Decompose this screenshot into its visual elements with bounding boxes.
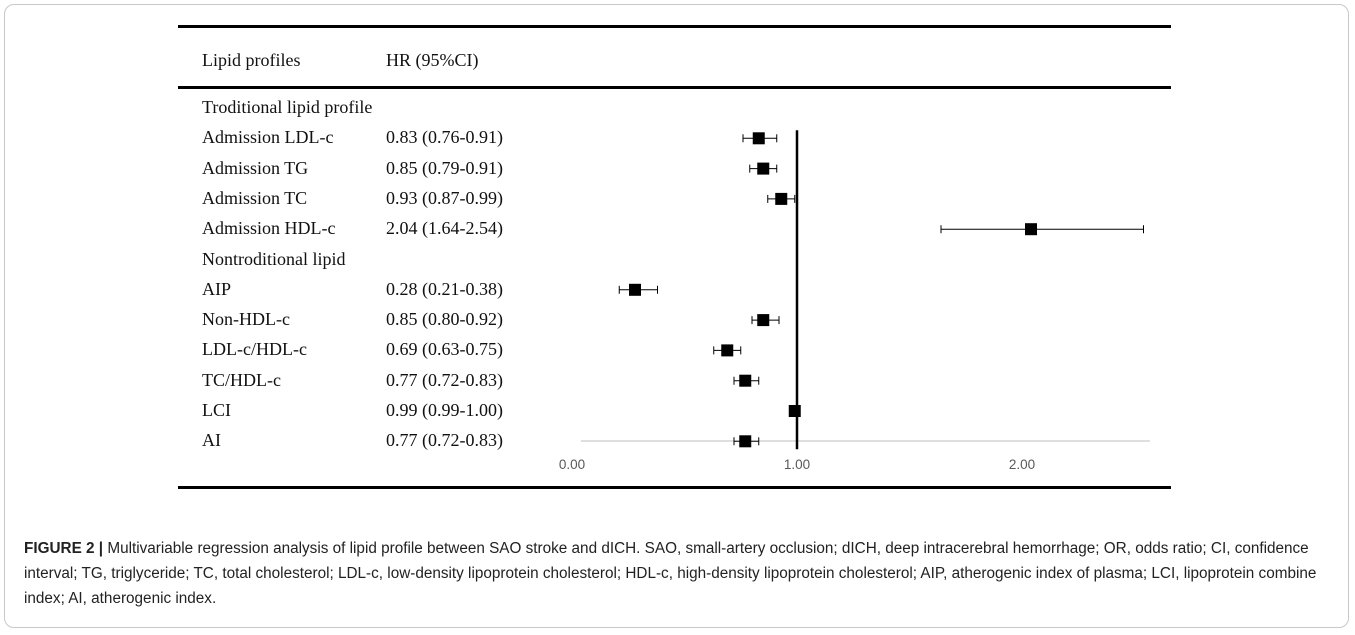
- forest-plot: 0.00 1.00 2.00: [559, 130, 1150, 472]
- hr-point: [629, 283, 641, 296]
- row-hr-value: 0.85 (0.79-0.91): [386, 157, 503, 178]
- hr-point: [757, 162, 770, 175]
- top-rule: [178, 25, 1171, 28]
- row-label: Troditional lipid profile: [202, 97, 373, 117]
- row-hr-value: 0.85 (0.80-0.92): [386, 309, 503, 330]
- hr-point: [752, 132, 765, 145]
- row-label: AIP: [202, 278, 232, 299]
- x-tick-label: 2.00: [1009, 457, 1035, 472]
- row-label: Nontroditional lipid: [202, 248, 346, 269]
- row-hr-value: 0.83 (0.76-0.91): [386, 127, 503, 148]
- x-tick-label: 1.00: [784, 457, 810, 472]
- header-hr: HR (95%CI): [386, 50, 479, 70]
- figure-caption: FIGURE 2 | Multivariable regression anal…: [24, 536, 1324, 611]
- x-tick-label: 0.00: [559, 457, 585, 472]
- caption-text: Multivariable regression analysis of lip…: [24, 540, 1317, 607]
- row-hr-value: 0.93 (0.87-0.99): [386, 187, 503, 208]
- row-hr-value: 0.99 (0.99-1.00): [386, 400, 503, 420]
- row-label: LCI: [202, 400, 231, 420]
- row-label: Non-HDL-c: [202, 309, 290, 330]
- row-hr-value: 2.04 (1.64-2.54): [386, 218, 503, 239]
- row-hr-value: 0.77 (0.72-0.83): [386, 369, 503, 390]
- row-label: Admission TG: [202, 157, 309, 178]
- row-hr-value: 0.69 (0.63-0.75): [386, 339, 503, 360]
- hr-point: [739, 435, 752, 448]
- row-hr-value: 0.28 (0.21-0.38): [386, 278, 503, 299]
- hr-point: [788, 405, 801, 417]
- header-lipid-profiles: Lipid profiles: [202, 50, 301, 70]
- hr-point: [775, 192, 788, 205]
- figure-label: FIGURE 2 |: [24, 540, 104, 557]
- row-label: AI: [202, 430, 221, 451]
- row-label: TC/HDL-c: [202, 369, 281, 390]
- row-label: Admission TC: [202, 187, 308, 208]
- hr-point: [757, 314, 770, 327]
- hr-point: [739, 374, 752, 387]
- row-label: LDL-c/HDL-c: [202, 339, 307, 360]
- hr-point: [1025, 223, 1037, 236]
- row-label: Admission LDL-c: [202, 127, 334, 148]
- bottom-rule: [178, 486, 1171, 489]
- figure-frame: [4, 4, 1349, 628]
- row-hr-value: 0.77 (0.72-0.83): [386, 430, 503, 451]
- header-rule: [178, 86, 1171, 89]
- row-label: Admission HDL-c: [202, 218, 336, 239]
- hr-point: [721, 344, 734, 357]
